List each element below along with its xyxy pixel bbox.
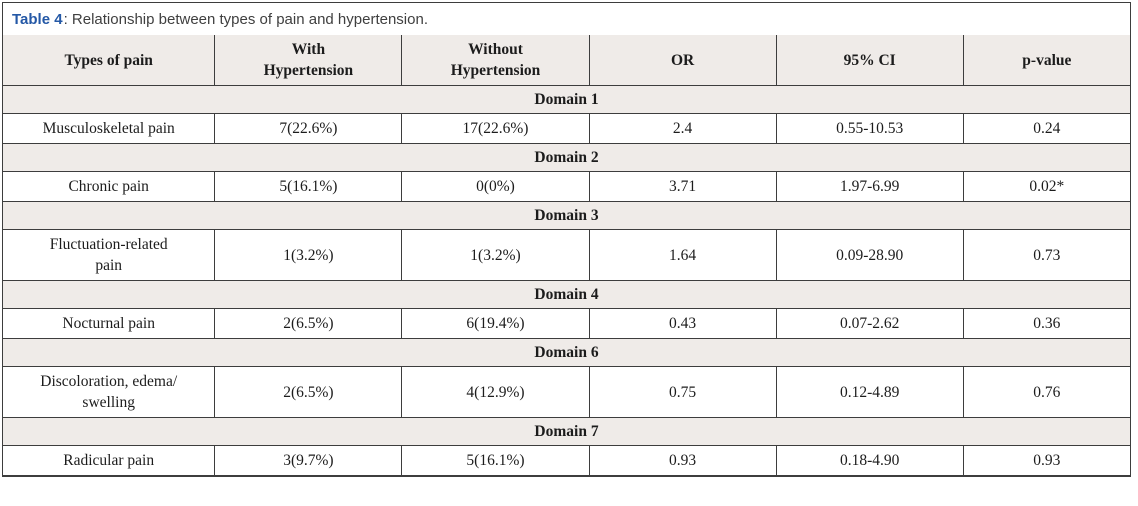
table-cell: 1(3.2%) bbox=[401, 229, 590, 281]
table-cell: 0.73 bbox=[962, 229, 1130, 281]
row-label: Chronic pain bbox=[3, 171, 216, 202]
domain-row-7: Domain 7 bbox=[3, 417, 1130, 446]
domain-row-1: Domain 1 bbox=[3, 85, 1130, 114]
table-cell: 3(9.7%) bbox=[214, 445, 403, 475]
table-cell: 3.71 bbox=[588, 171, 777, 202]
domain-header: Domain 7 bbox=[3, 417, 1130, 446]
table-cell: 1(3.2%) bbox=[214, 229, 403, 281]
table-cell: 0(0%) bbox=[401, 171, 590, 202]
table-cell: 0.07-2.62 bbox=[775, 308, 964, 339]
column-header-with-hypertension: With Hypertension bbox=[214, 35, 403, 86]
table-row-nocturnal-pain: Nocturnal pain 2(6.5%) 6(19.4%) 0.43 0.0… bbox=[3, 308, 1130, 339]
domain-row-3: Domain 3 bbox=[3, 201, 1130, 230]
row-label: Musculoskeletal pain bbox=[3, 113, 216, 144]
column-header-or: OR bbox=[588, 35, 777, 86]
table-cell: 7(22.6%) bbox=[214, 113, 403, 144]
table-cell: 0.12-4.89 bbox=[775, 366, 964, 418]
table-cell: 4(12.9%) bbox=[401, 366, 590, 418]
column-header-95-ci: 95% CI bbox=[775, 35, 964, 86]
table-cell: 2(6.5%) bbox=[214, 366, 403, 418]
domain-header: Domain 1 bbox=[3, 85, 1130, 114]
table-cell: 0.24 bbox=[962, 113, 1130, 144]
table-cell: 17(22.6%) bbox=[401, 113, 590, 144]
row-label: Radicular pain bbox=[3, 445, 216, 475]
table-caption-text: : Relationship between types of pain and… bbox=[63, 10, 428, 28]
row-label: Fluctuation-related pain bbox=[3, 229, 216, 281]
table-cell: 0.93 bbox=[588, 445, 777, 475]
table-caption: Table 4: Relationship between types of p… bbox=[3, 3, 1130, 35]
domain-header: Domain 2 bbox=[3, 143, 1130, 172]
header-row: Types of pain With Hypertension Without … bbox=[3, 35, 1130, 86]
domain-row-6: Domain 6 bbox=[3, 338, 1130, 367]
table-cell: 0.09-28.90 bbox=[775, 229, 964, 281]
table-cell: 1.97-6.99 bbox=[775, 171, 964, 202]
table-row-chronic-pain: Chronic pain 5(16.1%) 0(0%) 3.71 1.97-6.… bbox=[3, 171, 1130, 202]
table-cell: 0.76 bbox=[962, 366, 1130, 418]
domain-header: Domain 4 bbox=[3, 280, 1130, 309]
domain-header: Domain 6 bbox=[3, 338, 1130, 367]
column-header-p-value: p-value bbox=[962, 35, 1130, 86]
table-cell: 6(19.4%) bbox=[401, 308, 590, 339]
table-cell: 0.55-10.53 bbox=[775, 113, 964, 144]
column-header-without-hypertension: Without Hypertension bbox=[401, 35, 590, 86]
table-row-radicular-pain: Radicular pain 3(9.7%) 5(16.1%) 0.93 0.1… bbox=[3, 445, 1130, 475]
domain-row-4: Domain 4 bbox=[3, 280, 1130, 309]
table-cell: 0.02* bbox=[962, 171, 1130, 202]
table-panel: Table 4: Relationship between types of p… bbox=[2, 2, 1131, 477]
table-row-discoloration-edema-swelling: Discoloration, edema/ swelling 2(6.5%) 4… bbox=[3, 366, 1130, 418]
domain-row-2: Domain 2 bbox=[3, 143, 1130, 172]
table-cell: 5(16.1%) bbox=[214, 171, 403, 202]
table-row-fluctuation-related-pain: Fluctuation-related pain 1(3.2%) 1(3.2%)… bbox=[3, 229, 1130, 281]
table-cell: 0.18-4.90 bbox=[775, 445, 964, 475]
table-cell: 0.36 bbox=[962, 308, 1130, 339]
domain-header: Domain 3 bbox=[3, 201, 1130, 230]
table-cell: 2.4 bbox=[588, 113, 777, 144]
table-cell: 0.43 bbox=[588, 308, 777, 339]
table-cell: 2(6.5%) bbox=[214, 308, 403, 339]
table-cell: 0.75 bbox=[588, 366, 777, 418]
table-row-musculoskeletal-pain: Musculoskeletal pain 7(22.6%) 17(22.6%) … bbox=[3, 113, 1130, 144]
table-cell: 1.64 bbox=[588, 229, 777, 281]
table-cell: 0.93 bbox=[962, 445, 1130, 475]
pain-hypertension-table: Types of pain With Hypertension Without … bbox=[3, 35, 1130, 475]
table-cell: 5(16.1%) bbox=[401, 445, 590, 475]
table-caption-label: Table 4 bbox=[12, 10, 63, 28]
column-header-types-of-pain: Types of pain bbox=[3, 35, 216, 86]
row-label: Nocturnal pain bbox=[3, 308, 216, 339]
row-label: Discoloration, edema/ swelling bbox=[3, 366, 216, 418]
